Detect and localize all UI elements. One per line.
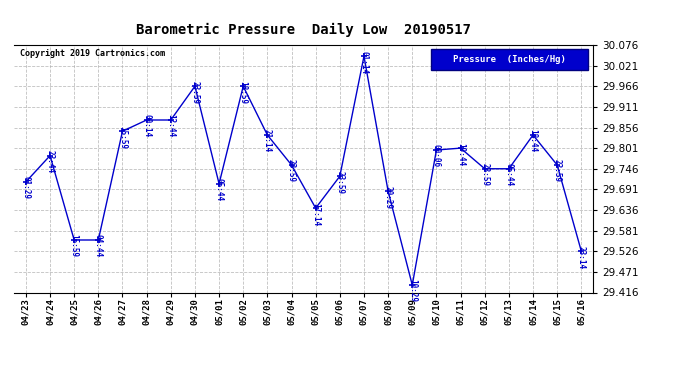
Text: 04:44: 04:44 bbox=[94, 234, 103, 258]
Text: 12:44: 12:44 bbox=[166, 114, 175, 138]
Text: 23:59: 23:59 bbox=[335, 171, 344, 194]
Text: 15:59: 15:59 bbox=[70, 234, 79, 258]
Text: 01:14: 01:14 bbox=[359, 51, 368, 74]
Text: 18:44: 18:44 bbox=[529, 129, 538, 153]
Text: 05:44: 05:44 bbox=[215, 178, 224, 201]
Text: 23:59: 23:59 bbox=[480, 163, 489, 186]
Text: 23:59: 23:59 bbox=[287, 159, 296, 183]
Text: 17:14: 17:14 bbox=[311, 202, 320, 226]
Text: 15:59: 15:59 bbox=[118, 126, 127, 149]
Text: 21:14: 21:14 bbox=[263, 129, 272, 153]
Text: 19:44: 19:44 bbox=[456, 142, 465, 166]
Text: Copyright 2019 Cartronics.com: Copyright 2019 Cartronics.com bbox=[19, 49, 165, 58]
FancyBboxPatch shape bbox=[431, 49, 588, 70]
Text: 18:59: 18:59 bbox=[239, 81, 248, 104]
Text: 20:29: 20:29 bbox=[384, 186, 393, 209]
Text: 00:06: 00:06 bbox=[432, 144, 441, 168]
Text: 23:14: 23:14 bbox=[577, 246, 586, 269]
Text: 00:14: 00:14 bbox=[142, 114, 151, 138]
Text: 23:59: 23:59 bbox=[553, 159, 562, 183]
Text: Barometric Pressure  Daily Low  20190517: Barometric Pressure Daily Low 20190517 bbox=[136, 22, 471, 37]
Text: 23:59: 23:59 bbox=[190, 81, 199, 104]
Text: 10:29: 10:29 bbox=[408, 279, 417, 303]
Text: 05:44: 05:44 bbox=[504, 163, 513, 186]
Text: 01:29: 01:29 bbox=[21, 176, 30, 200]
Text: Pressure  (Inches/Hg): Pressure (Inches/Hg) bbox=[453, 55, 566, 64]
Text: 23:44: 23:44 bbox=[46, 150, 55, 173]
